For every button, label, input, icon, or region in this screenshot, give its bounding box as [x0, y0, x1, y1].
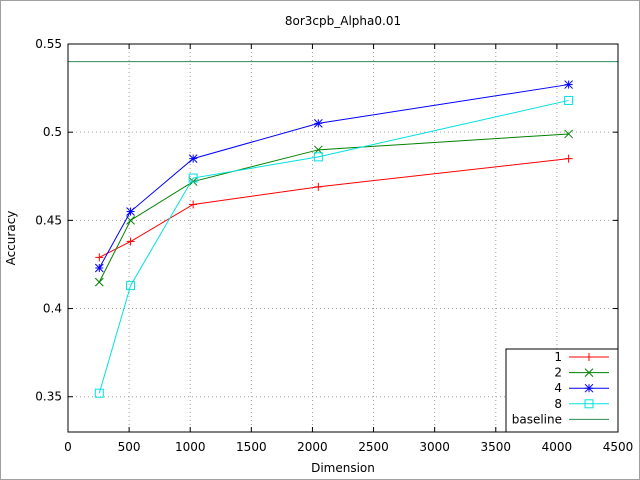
- series-8-point: [313, 152, 323, 162]
- marker-stroke: [564, 129, 573, 139]
- legend-item-8-marker: [584, 399, 594, 409]
- series-4-point: [126, 207, 135, 216]
- marker-stroke: [94, 277, 104, 287]
- x-tick-label: 500: [118, 440, 141, 454]
- legend-item-4-label: 4: [554, 381, 562, 395]
- marker-stroke: [94, 388, 104, 398]
- series-4-point: [188, 154, 198, 163]
- series-2-point: [94, 277, 104, 287]
- legend-item-1: 1: [554, 350, 609, 364]
- series-1-point: [314, 182, 323, 191]
- legend-item-baseline-label: baseline: [512, 412, 562, 426]
- y-tick-label: 0.4: [43, 302, 62, 316]
- legend-item-8: 8: [554, 397, 609, 411]
- y-tick-label: 0.45: [35, 213, 62, 227]
- legend-item-4: 4: [554, 381, 609, 395]
- series-4-point: [94, 263, 104, 273]
- y-tick-label: 0.5: [43, 125, 62, 139]
- legend-item-2-marker: [584, 368, 594, 377]
- series-4: [94, 80, 573, 273]
- chart-title: 8or3cpb_Alpha0.01: [285, 14, 401, 28]
- marker-stroke: [126, 216, 135, 225]
- marker-stroke: [584, 368, 594, 377]
- x-tick-label: 4500: [603, 440, 634, 454]
- series-1-point: [564, 154, 573, 163]
- series-8-point: [126, 281, 136, 291]
- x-axis-title: Dimension: [311, 461, 375, 475]
- x-tick-label: 1500: [236, 440, 267, 454]
- legend-item-8-label: 8: [554, 397, 562, 411]
- series-8-point: [94, 388, 104, 398]
- legend-item-4-marker: [584, 383, 594, 393]
- plot-area-border: [67, 43, 619, 433]
- marker-stroke: [126, 281, 136, 291]
- series-1: [95, 154, 573, 262]
- marker-stroke: [564, 95, 574, 105]
- x-tick-label: 2500: [358, 440, 389, 454]
- series-2-point: [564, 129, 573, 139]
- legend-item-2: 2: [554, 366, 609, 380]
- legend-box: [505, 348, 619, 433]
- legend-item-1-label: 1: [554, 350, 562, 364]
- y-tick-label: 0.35: [35, 390, 62, 404]
- x-tick-label: 3500: [481, 440, 512, 454]
- x-tick-label: 0: [64, 440, 72, 454]
- legend-item-1-marker: [585, 353, 593, 361]
- series-4-point: [313, 119, 323, 128]
- marker-stroke: [313, 152, 323, 162]
- y-tick-label: 0.55: [35, 37, 62, 51]
- marker-stroke: [564, 80, 573, 89]
- series-8-point: [188, 173, 198, 183]
- marker-stroke: [126, 207, 135, 216]
- series-1-point: [95, 253, 104, 262]
- axis-ticks: 0 500 1000 1500 2000 2500 3000 3500 4000 4500 0.35…: [35, 37, 633, 454]
- x-tick-label: 2000: [297, 440, 328, 454]
- grid: [68, 44, 618, 432]
- marker-stroke: [313, 119, 323, 128]
- y-axis-title: Accuracy: [4, 211, 18, 266]
- legend-item-2-label: 2: [554, 366, 562, 380]
- series-2-point: [126, 216, 135, 225]
- x-tick-label: 1000: [175, 440, 206, 454]
- series-8-point: [564, 95, 574, 105]
- series-layer: [94, 80, 574, 398]
- series-8: [94, 95, 574, 398]
- legend-item-baseline: baseline: [512, 412, 609, 426]
- marker-stroke: [584, 383, 594, 393]
- x-tick-label: 3000: [419, 440, 450, 454]
- x-tick-label: 4000: [542, 440, 573, 454]
- series-1-point: [189, 200, 198, 209]
- marker-stroke: [188, 154, 198, 163]
- marker-stroke: [584, 399, 594, 409]
- series-8-line: [98, 99, 569, 394]
- marker-stroke: [188, 173, 198, 183]
- series-1-point: [126, 237, 135, 246]
- marker-stroke: [94, 263, 104, 273]
- series-4-point: [564, 80, 573, 89]
